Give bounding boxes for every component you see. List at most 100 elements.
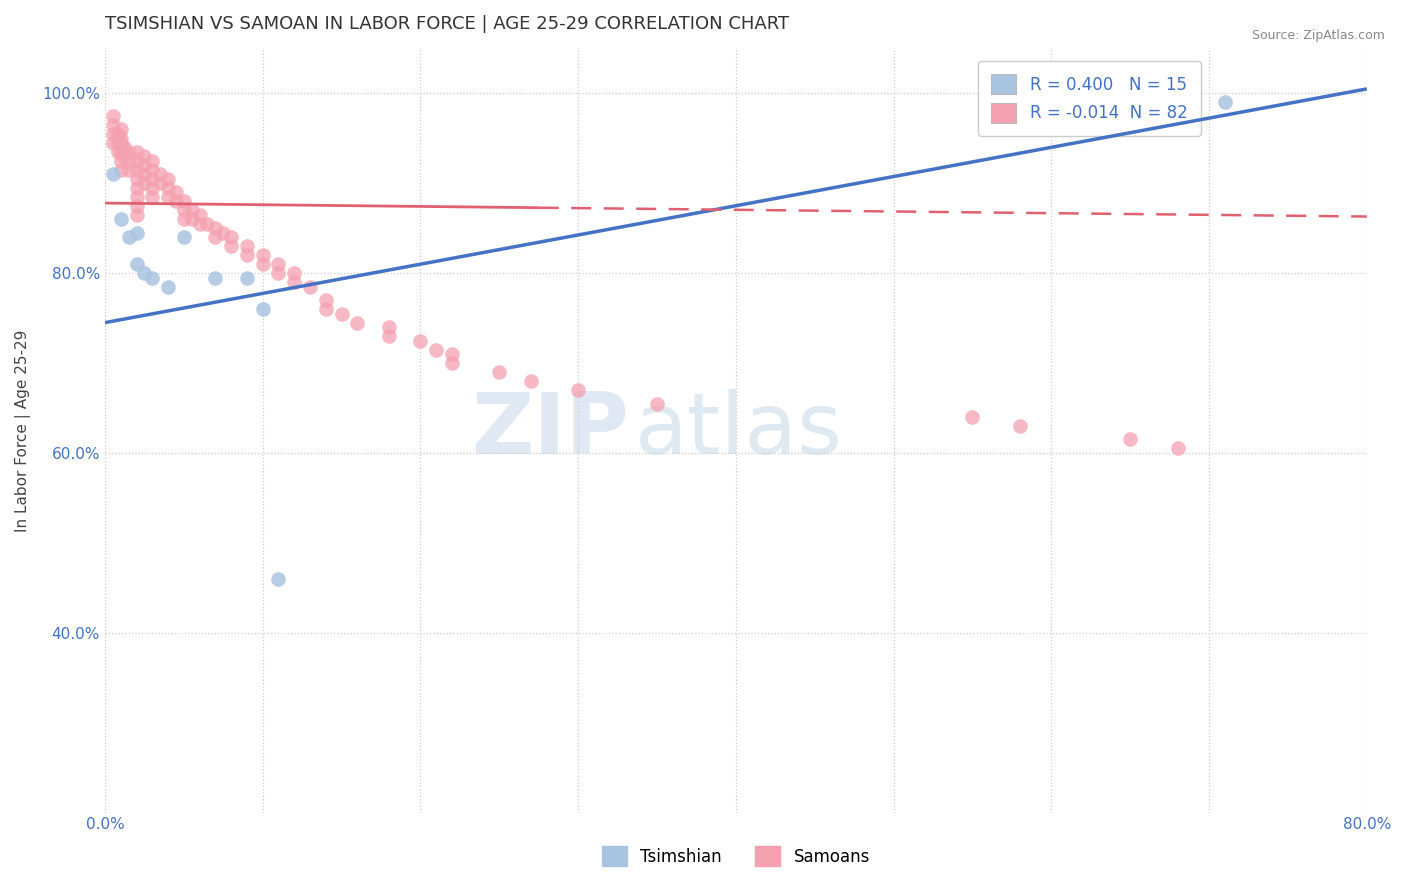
Point [346, 316, 368, 330]
Point [101, 109, 124, 123]
Point [330, 307, 353, 321]
Point [378, 329, 401, 343]
Point [173, 203, 195, 218]
Point [188, 208, 211, 222]
Text: Source: ZipAtlas.com: Source: ZipAtlas.com [1251, 29, 1385, 42]
Point [125, 145, 148, 159]
Point [101, 136, 124, 150]
Point [298, 279, 321, 293]
Point [165, 194, 187, 209]
Point [141, 181, 163, 195]
Point [219, 230, 242, 244]
Point [110, 122, 132, 136]
Point [188, 217, 211, 231]
Point [134, 158, 156, 172]
Point [165, 186, 187, 200]
Point [645, 396, 668, 410]
Point [315, 293, 337, 307]
Point [141, 171, 163, 186]
Point [1119, 433, 1142, 447]
Point [1008, 419, 1031, 434]
Point [157, 171, 180, 186]
Y-axis label: In Labor Force | Age 25-29: In Labor Force | Age 25-29 [15, 329, 31, 532]
Point [204, 270, 226, 285]
Point [141, 162, 163, 177]
Point [125, 162, 148, 177]
Point [267, 257, 290, 271]
Point [252, 257, 274, 271]
Point [117, 153, 139, 168]
Text: atlas: atlas [636, 389, 844, 472]
Point [173, 230, 195, 244]
Point [236, 248, 259, 262]
Point [267, 572, 290, 586]
Point [219, 239, 242, 253]
Point [236, 270, 259, 285]
Point [157, 279, 180, 293]
Point [117, 145, 139, 159]
Point [107, 145, 129, 159]
Point [283, 266, 305, 280]
Point [157, 190, 180, 204]
Point [125, 190, 148, 204]
Legend: R = 0.400   N = 15, R = -0.014  N = 82: R = 0.400 N = 15, R = -0.014 N = 82 [979, 61, 1201, 136]
Point [180, 203, 202, 218]
Point [125, 181, 148, 195]
Point [110, 162, 132, 177]
Point [112, 149, 135, 163]
Point [197, 217, 219, 231]
Point [110, 145, 132, 159]
Point [149, 167, 172, 181]
Point [125, 208, 148, 222]
Point [149, 176, 172, 190]
Point [204, 221, 226, 235]
Point [110, 131, 132, 145]
Point [134, 167, 156, 181]
Point [252, 248, 274, 262]
Point [157, 181, 180, 195]
Point [567, 383, 589, 397]
Point [101, 127, 124, 141]
Point [107, 127, 129, 141]
Point [125, 153, 148, 168]
Point [101, 118, 124, 132]
Point [134, 176, 156, 190]
Point [315, 302, 337, 317]
Point [125, 257, 148, 271]
Point [110, 153, 132, 168]
Point [173, 194, 195, 209]
Point [378, 320, 401, 334]
Point [125, 171, 148, 186]
Point [440, 347, 463, 361]
Point [141, 270, 163, 285]
Point [125, 226, 148, 240]
Point [141, 190, 163, 204]
Point [283, 275, 305, 289]
Point [409, 334, 432, 348]
Point [180, 212, 202, 227]
Point [204, 230, 226, 244]
Point [117, 162, 139, 177]
Point [267, 266, 290, 280]
Point [134, 149, 156, 163]
Point [110, 212, 132, 227]
Point [134, 266, 156, 280]
Point [520, 374, 543, 388]
Point [101, 167, 124, 181]
Point [110, 136, 132, 150]
Point [252, 302, 274, 317]
Point [117, 230, 139, 244]
Point [425, 343, 447, 357]
Point [1182, 87, 1205, 101]
Point [1213, 95, 1236, 110]
Point [112, 140, 135, 154]
Text: ZIP: ZIP [471, 389, 628, 472]
Point [173, 212, 195, 227]
Point [141, 153, 163, 168]
Point [236, 239, 259, 253]
Point [107, 136, 129, 150]
Point [125, 199, 148, 213]
Point [962, 409, 984, 424]
Point [212, 226, 235, 240]
Text: TSIMSHIAN VS SAMOAN IN LABOR FORCE | AGE 25-29 CORRELATION CHART: TSIMSHIAN VS SAMOAN IN LABOR FORCE | AGE… [105, 15, 789, 33]
